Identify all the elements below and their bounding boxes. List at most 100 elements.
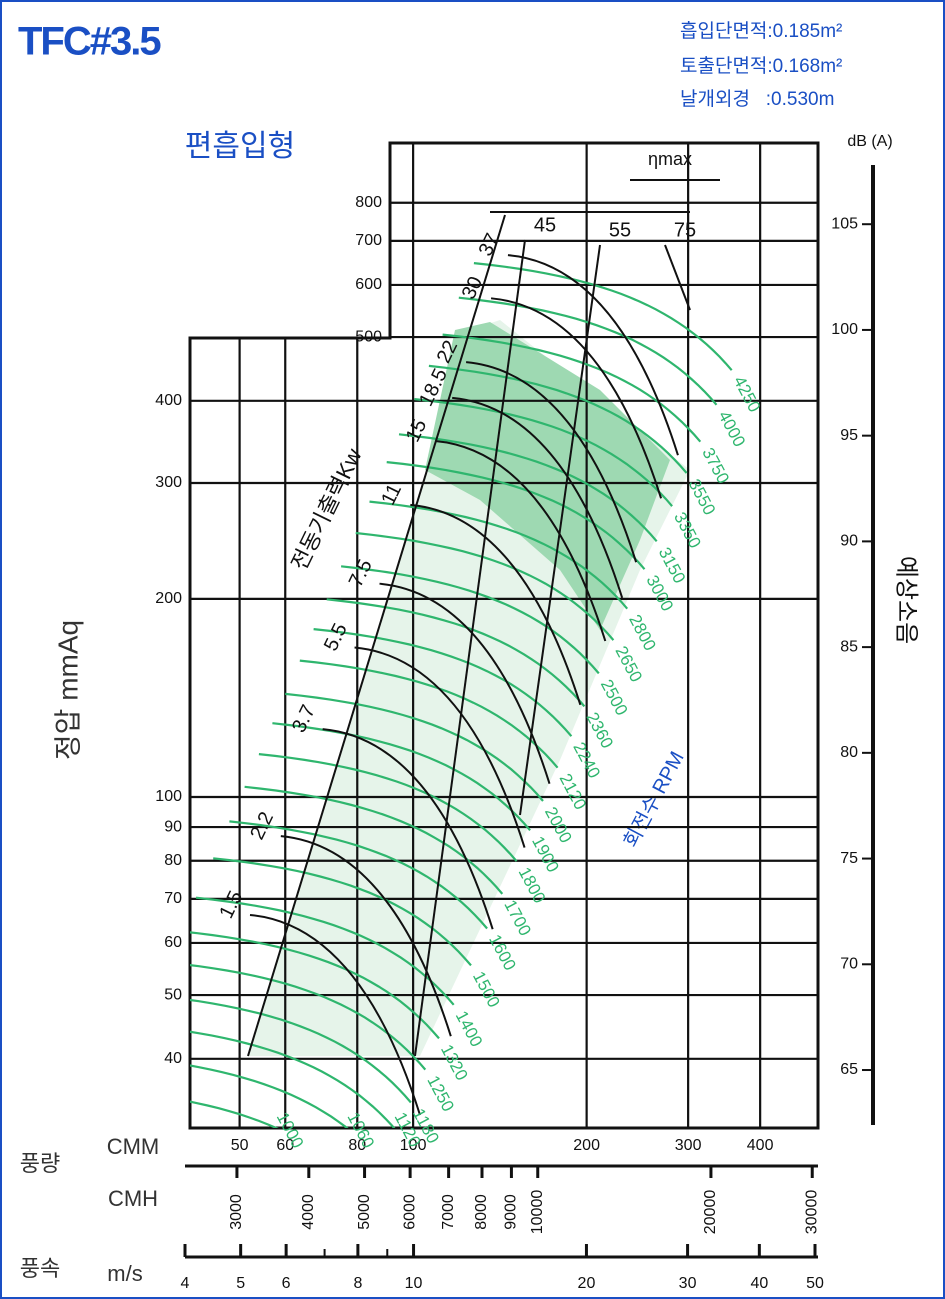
rpm-label: 4250 [730, 373, 765, 415]
y2-tick-label: 65 [840, 1061, 858, 1078]
rpm-curve [213, 857, 472, 967]
rpm-curve [190, 1024, 399, 1128]
kw-curve [507, 254, 679, 456]
kw-tick-label: 1.5 [215, 887, 247, 922]
cmh-tick-label: 3000 [228, 1194, 245, 1230]
y-axis-label: 정압 mmAq [52, 620, 83, 760]
cmh-tick-label: 8000 [473, 1194, 490, 1230]
speed-tick-label: 40 [750, 1275, 768, 1292]
x-tick-label: 100 [400, 1137, 427, 1154]
efficiency-tick-label: 45 [534, 214, 556, 236]
speed-tick-label: 5 [236, 1275, 245, 1292]
kw-curve [490, 297, 663, 499]
spec: 토출단면적:0.168m² [680, 55, 842, 77]
rpm-curve [473, 262, 733, 371]
y-tick-label: 90 [164, 818, 182, 835]
cmh-tick-label: 9000 [503, 1194, 520, 1230]
cmh-tick-label: 7000 [440, 1194, 457, 1230]
efficiency-line [414, 239, 526, 1057]
y-tick-label: 500 [355, 328, 382, 345]
y2-tick-label: 95 [840, 427, 858, 444]
rpm-label: 1600 [485, 931, 520, 973]
title: TFC#3.5 [18, 20, 161, 64]
y2-axis-label: 예상소음 [893, 556, 920, 644]
kw-tick-label: 15 [402, 416, 432, 446]
cmh-tick-label: 6000 [401, 1194, 418, 1230]
y2-tick-label: 100 [831, 321, 858, 338]
speed-label: 풍속 [20, 1256, 60, 1281]
y2-tick-label: 105 [831, 215, 858, 232]
speed-tick-label: 10 [405, 1275, 423, 1292]
kw-line [247, 214, 506, 1057]
y-tick-label: 600 [355, 276, 382, 293]
cmh-tick-label: 30000 [803, 1190, 820, 1235]
rpm-curve [428, 364, 688, 474]
rpm-curve [190, 1055, 385, 1128]
rpm-label: 회전수 RPM [619, 748, 689, 852]
kw-tick-label: 7.5 [345, 556, 377, 591]
rpm-label: 4000 [714, 408, 749, 450]
plot-frame [188, 141, 820, 1130]
y-tick-label: 400 [155, 392, 182, 409]
rpm-curve [190, 994, 412, 1104]
kw-curve [466, 361, 638, 563]
y-tick-label: 700 [355, 232, 382, 249]
y2-unit: dB (A) [847, 133, 892, 150]
rpm-curve [398, 433, 658, 543]
x-tick-label: 60 [276, 1137, 294, 1154]
efficiency-tick-label: 55 [609, 219, 631, 241]
speed-tick-label: 30 [679, 1275, 697, 1292]
kw-curve [410, 503, 582, 706]
curves [190, 254, 733, 1128]
spec: 흡입단면적:0.185m² [680, 20, 842, 42]
speed-tick-label: 4 [181, 1275, 190, 1292]
spec: 날개외경 :0.530m [680, 88, 834, 110]
kw-curve [435, 440, 607, 642]
kw-curve [354, 646, 526, 848]
y-tick-label: 300 [155, 474, 182, 491]
cmh-tick-label: 4000 [300, 1194, 317, 1230]
cmh-unit: CMH [108, 1186, 158, 1211]
kw-curve [280, 835, 452, 1037]
y-tick-label: 50 [164, 986, 182, 1003]
rpm-curve [190, 961, 427, 1071]
y-tick-label: 60 [164, 934, 182, 951]
kw-label: 전동기출력Kw [286, 444, 366, 573]
optimal-region [425, 322, 670, 630]
cmm-unit: CMM [107, 1134, 160, 1159]
kw-curve [452, 396, 624, 599]
cmh-tick-label: 20000 [702, 1190, 719, 1235]
efficiency-line [664, 244, 691, 311]
rpm-curve [285, 692, 544, 802]
rpm-label: 1700 [500, 897, 535, 939]
rpm-curve [414, 398, 673, 507]
y-tick-label: 100 [155, 788, 182, 805]
speed-tick-label: 20 [578, 1275, 596, 1292]
rpm-curve [326, 598, 586, 708]
rpm-curve [369, 500, 629, 610]
y2-tick-label: 90 [840, 533, 858, 550]
y-tick-label: 800 [355, 194, 382, 211]
rpm-curve [229, 820, 488, 930]
rpm-curve [258, 753, 518, 862]
y2-tick-label: 80 [840, 744, 858, 761]
x-tick-label: 50 [231, 1137, 249, 1154]
rpm-curve [340, 565, 600, 675]
rpm-label: 3350 [670, 509, 705, 551]
x-tick-label: 400 [747, 1137, 774, 1154]
x-tick-label: 200 [573, 1137, 600, 1154]
speed-tick-label: 8 [353, 1275, 362, 1292]
speed-unit: m/s [107, 1261, 142, 1286]
rpm-label: 2500 [597, 676, 632, 718]
y-tick-label: 40 [164, 1050, 182, 1067]
x-tick-label: 300 [675, 1137, 702, 1154]
y-tick-label: 70 [164, 890, 182, 907]
subtitle: 편흡입형 [185, 130, 295, 163]
rpm-curve [190, 930, 440, 1040]
y2-tick-label: 70 [840, 956, 858, 973]
y2-tick-label: 75 [840, 850, 858, 867]
efficiency-line [519, 244, 601, 816]
shading [248, 320, 690, 1056]
